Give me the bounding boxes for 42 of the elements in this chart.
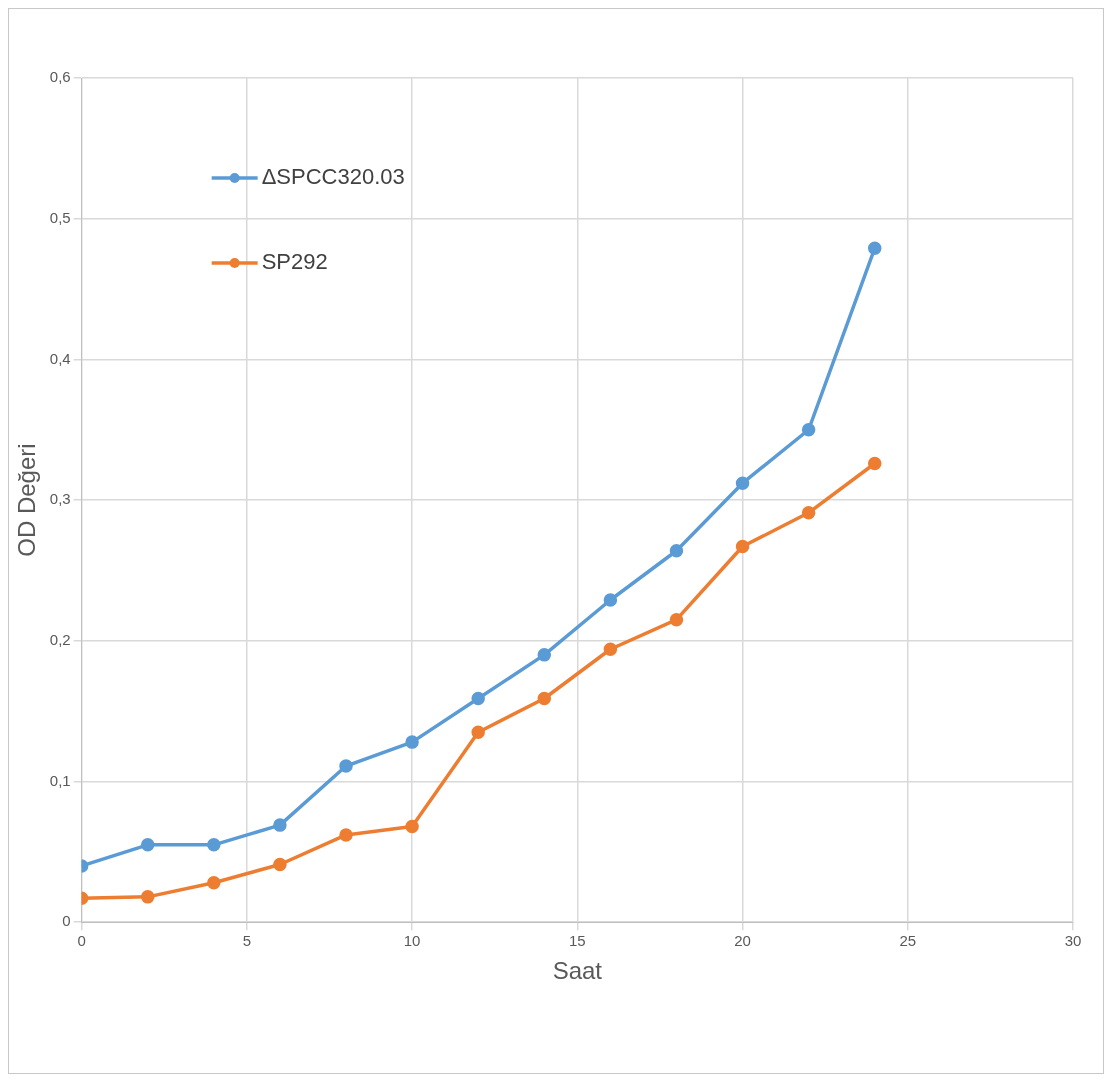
point — [669, 612, 684, 627]
legend-label: SP292 — [261, 249, 328, 275]
x-axis-title: Saat — [552, 957, 603, 985]
point — [801, 506, 816, 520]
point — [603, 642, 618, 656]
point — [537, 648, 552, 662]
x-tick-label: 5 — [242, 932, 252, 950]
x-tick-label: 10 — [403, 932, 421, 950]
point — [339, 759, 353, 773]
y-tick-label: 0,4 — [49, 349, 71, 367]
y-tick-label: 0,3 — [49, 490, 71, 508]
point — [801, 423, 816, 437]
point — [603, 593, 618, 607]
point — [669, 544, 684, 558]
point — [471, 725, 485, 740]
point — [405, 735, 419, 749]
point — [867, 456, 882, 471]
point — [405, 819, 419, 834]
point — [207, 838, 221, 852]
y-tick-label: 0,2 — [49, 630, 71, 648]
x-tick-label: 25 — [899, 932, 917, 950]
x-tick-label: 30 — [1064, 932, 1082, 950]
x-tick-label: 15 — [568, 932, 586, 950]
y-tick-label: 0,5 — [49, 208, 71, 226]
point — [207, 876, 221, 890]
legend-label: ΔSPCC320.03 — [261, 164, 405, 190]
point — [735, 539, 750, 554]
point — [471, 691, 485, 706]
y-axis-title: OD Değeri — [13, 443, 41, 557]
point — [273, 857, 287, 872]
point — [735, 476, 750, 490]
x-tick-label: 20 — [734, 932, 751, 950]
y-tick-label: 0,1 — [49, 771, 71, 789]
point — [140, 890, 155, 904]
point — [867, 241, 882, 255]
y-tick-label: 0,6 — [49, 68, 71, 86]
point — [339, 828, 353, 842]
point — [140, 838, 155, 852]
point — [273, 818, 287, 832]
point — [537, 691, 552, 706]
y-tick-label: 0 — [62, 912, 71, 930]
x-tick-label: 0 — [77, 932, 86, 950]
